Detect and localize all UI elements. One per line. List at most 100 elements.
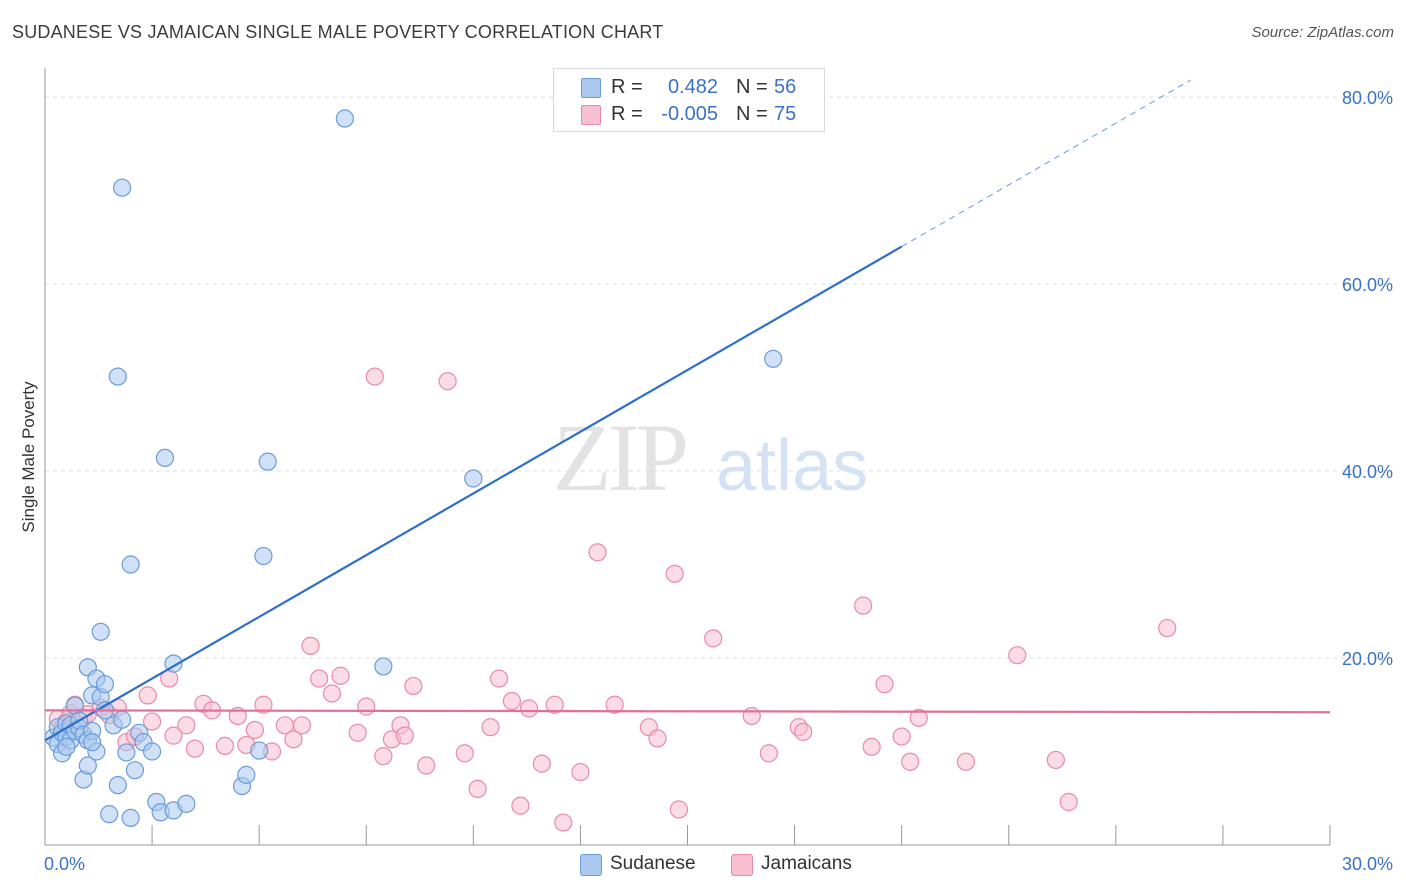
jamaicans-point [571, 762, 590, 782]
jamaicans-point [554, 813, 573, 832]
series-legend: Sudanese Jamaicans [0, 852, 1406, 876]
n-label: N = [736, 103, 768, 125]
r-label: R = [611, 76, 643, 98]
jamaicans-point [404, 676, 423, 696]
sudanese-point [258, 452, 277, 471]
n-value: 56 [774, 76, 797, 98]
jamaicans-point [481, 718, 500, 737]
trend-layer [44, 79, 1331, 742]
jamaicans-point [742, 706, 761, 726]
jamaicans-swatch [581, 105, 601, 125]
jamaicans-point [185, 739, 205, 758]
jamaicans-point [310, 669, 329, 688]
jamaicans-point [301, 636, 320, 655]
points-layer [44, 109, 1177, 832]
sudanese-trend-line [44, 245, 903, 742]
jamaicans-point [665, 564, 684, 583]
sudanese-point [117, 743, 136, 762]
jamaicans-point [704, 629, 723, 648]
jamaicans-point [1158, 618, 1177, 638]
jamaicans-point [455, 744, 474, 763]
jamaicans-point [605, 695, 624, 714]
chart-title: SUDANESE VS JAMAICAN SINGLE MALE POVERTY… [12, 22, 664, 42]
sudanese-point [57, 737, 76, 756]
sudanese-point [65, 696, 85, 715]
y-tick-label: 80.0% [1342, 88, 1393, 108]
sudanese-point [335, 109, 354, 128]
jamaicans-point [862, 737, 881, 756]
jamaicans-point [357, 697, 376, 716]
jamaicans-point [468, 779, 487, 799]
sudanese-point [91, 622, 110, 641]
jamaicans-point [254, 695, 273, 714]
jamaicans-point [875, 675, 894, 694]
y-axis-title: Single Male Poverty [19, 381, 38, 533]
jamaicans-point [588, 543, 607, 562]
sudanese-point [121, 808, 140, 827]
sudanese-point [464, 469, 483, 488]
jamaicans-point [215, 736, 234, 755]
sudanese-point [254, 546, 273, 566]
label-layer: 20.0% 40.0% 60.0% 80.0% 0.0% 30.0% Single Male… [19, 88, 1393, 874]
jamaicans-point [669, 800, 689, 819]
jamaicans-point [1046, 750, 1065, 770]
correlation-legend: R = 0.482 N = 56 R = -0.005 N = 75 [553, 68, 825, 132]
x-tick-label-max: 30.0% [1342, 854, 1393, 874]
legend-row-jamaicans: R = -0.005 N = 75 [554, 100, 824, 128]
sudanese-swatch [580, 854, 602, 876]
jamaicans-point [331, 666, 350, 685]
jamaicans-point [348, 723, 367, 742]
sudanese-point [108, 776, 127, 795]
jamaicans-point [284, 730, 303, 749]
r-label: R = [611, 103, 643, 125]
watermark: ZIP atlas [553, 404, 868, 511]
sudanese-point [95, 675, 115, 694]
jamaicans-point [956, 752, 976, 771]
jamaicans-point [532, 754, 551, 773]
jamaicans-point [417, 756, 436, 775]
jamaicans-point [438, 372, 457, 391]
jamaicans-point [1059, 792, 1078, 812]
jamaicans-point [292, 716, 312, 735]
jamaicans-point [892, 727, 911, 746]
jamaicans-point [374, 747, 393, 766]
jamaicans-point [322, 684, 342, 703]
jamaicans-point [502, 691, 521, 711]
jamaicans-point [519, 699, 539, 718]
sudanese-point [83, 733, 102, 752]
jamaicans-point [909, 708, 928, 727]
y-tick-label: 60.0% [1342, 275, 1393, 295]
r-value: -0.005 [661, 103, 718, 125]
n-value: 75 [774, 103, 797, 125]
n-label: N = [736, 76, 768, 98]
sudanese-point [121, 555, 140, 574]
chart-source: Source: ZipAtlas.com [1251, 24, 1394, 41]
grid-layer [45, 96, 1392, 659]
jamaicans-point [511, 796, 530, 815]
watermark-atlas: atlas [716, 426, 868, 506]
sudanese-trend-extension [901, 79, 1192, 248]
sudanese-point [125, 761, 145, 780]
jamaicans-point [648, 729, 667, 748]
legend-row-sudanese: R = 0.482 N = 56 [554, 73, 824, 101]
sudanese-point [250, 741, 269, 760]
sudanese-point [78, 756, 97, 775]
jamaicans-point [177, 716, 196, 735]
jamaicans-point [395, 726, 414, 745]
sudanese-point [108, 367, 127, 386]
sudanese-swatch [581, 78, 601, 98]
jamaicans-point [245, 720, 264, 740]
jamaicans-point [854, 596, 873, 615]
jamaicans-point [138, 686, 157, 705]
legend-label: Jamaicans [761, 853, 852, 874]
sudanese-point [100, 805, 119, 824]
sudanese-point [112, 710, 132, 729]
jamaicans-point [759, 744, 778, 763]
sudanese-point [764, 349, 783, 368]
axis-layer [44, 68, 1331, 846]
sudanese-point [155, 448, 175, 468]
r-value: 0.482 [667, 76, 718, 98]
jamaicans-point [1008, 646, 1027, 665]
jamaicans-point [794, 722, 813, 741]
